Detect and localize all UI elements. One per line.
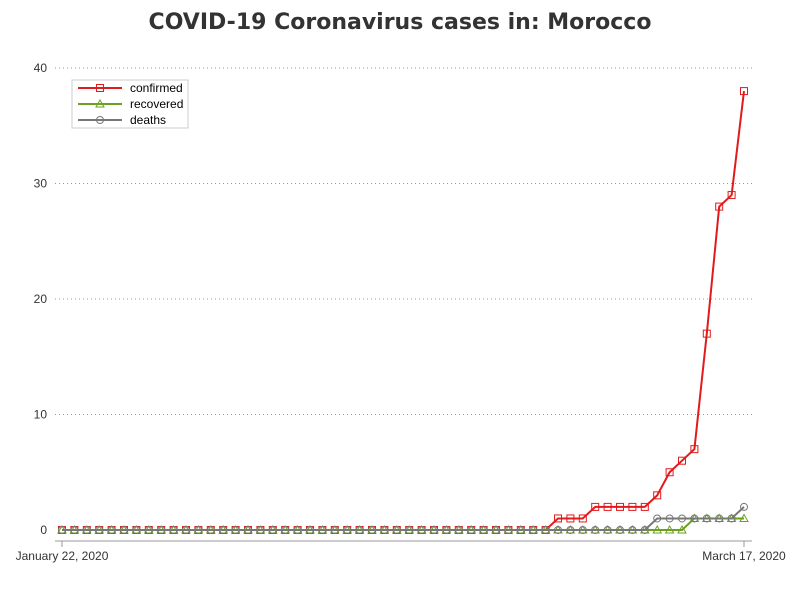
recovered-point [677,524,687,534]
deaths-point [467,526,476,534]
series-confirmed [58,87,748,534]
series-deaths [58,502,748,534]
deaths-point [566,526,575,534]
legend-label-recovered: recovered [130,97,183,111]
deaths-point [616,526,624,534]
confirmed-point [715,202,724,211]
deaths-point [318,526,327,534]
deaths-line [62,506,745,531]
confirmed-point [566,514,575,523]
legend: confirmed recovered deaths [71,79,189,129]
deaths-point [380,526,389,534]
deaths-point [256,526,265,534]
deaths-point [120,526,128,534]
confirmed-point [578,514,587,523]
deaths-point [330,526,339,534]
deaths-point [417,526,426,534]
confirmed-point [690,445,699,454]
deaths-point [293,526,302,534]
deaths-point [355,526,364,534]
legend-marker-recovered [95,98,105,108]
deaths-point [157,526,166,534]
y-tick-label: 40 [34,61,48,75]
deaths-point [194,526,203,534]
deaths-point [554,526,562,534]
deaths-point [653,514,662,523]
confirmed-point [616,502,624,511]
recovered-point [652,524,663,534]
deaths-point [430,526,438,534]
deaths-point [665,514,674,523]
confirmed-point [740,87,748,96]
confirmed-point [640,502,649,511]
recovered-point [664,524,675,534]
confirmed-point [653,491,662,500]
x-tick-label: January 22, 2020 [16,549,109,563]
deaths-point [454,526,463,534]
confirmed-point [628,502,637,511]
deaths-point [690,514,699,523]
legend-label-deaths: deaths [130,113,166,127]
deaths-point [231,526,240,534]
axes: 0 10 20 30 40 January 22, 2020 March 17, 2020 [16,61,786,563]
deaths-point [529,526,538,534]
x-tick-label: March 17, 2020 [702,549,786,563]
deaths-point [603,526,612,534]
confirmed-point [665,468,674,477]
deaths-point [392,526,401,534]
confirmed-point [554,514,562,523]
confirmed-point [702,329,711,338]
deaths-point [640,526,649,534]
deaths-point [479,526,488,534]
deaths-point [727,514,736,523]
deaths-point [306,526,314,534]
legend-marker-deaths [96,116,104,124]
grid-lines [55,67,752,415]
deaths-point [702,514,711,523]
deaths-point [715,514,724,523]
deaths-point [182,526,190,534]
y-tick-label: 30 [34,177,48,191]
deaths-point [678,514,686,523]
deaths-point [591,526,600,534]
chart-title: COVID-19 Coronavirus cases in: Morocco [148,10,652,35]
deaths-point [405,526,414,534]
deaths-point [541,526,550,534]
deaths-point [58,526,66,534]
deaths-point [516,526,525,534]
confirmed-point [727,191,736,200]
deaths-point [578,526,587,534]
series-layer [57,87,749,534]
deaths-point [368,526,376,534]
deaths-point [442,526,451,534]
confirmed-point [603,502,612,511]
legend-marker-confirmed [96,84,104,92]
y-tick-label: 10 [34,408,48,422]
deaths-point [343,526,352,534]
confirmed-point [591,502,600,511]
deaths-point [492,526,500,534]
deaths-point [268,526,277,534]
deaths-point [70,526,79,534]
deaths-point [244,526,252,534]
deaths-point [82,526,91,534]
deaths-point [132,526,141,534]
recovered-point [739,513,749,522]
deaths-point [504,526,513,534]
deaths-point [144,526,153,534]
y-tick-label: 0 [40,523,47,537]
deaths-point [206,526,215,534]
confirmed-point [678,456,686,465]
y-tick-label: 20 [34,292,48,306]
deaths-point [107,526,116,534]
deaths-point [281,526,290,534]
deaths-point [169,526,178,534]
deaths-point [219,526,228,534]
confirmed-line [62,90,745,531]
deaths-point [628,526,637,534]
legend-label-confirmed: confirmed [130,81,183,95]
deaths-point [95,526,104,534]
deaths-point [740,502,748,511]
